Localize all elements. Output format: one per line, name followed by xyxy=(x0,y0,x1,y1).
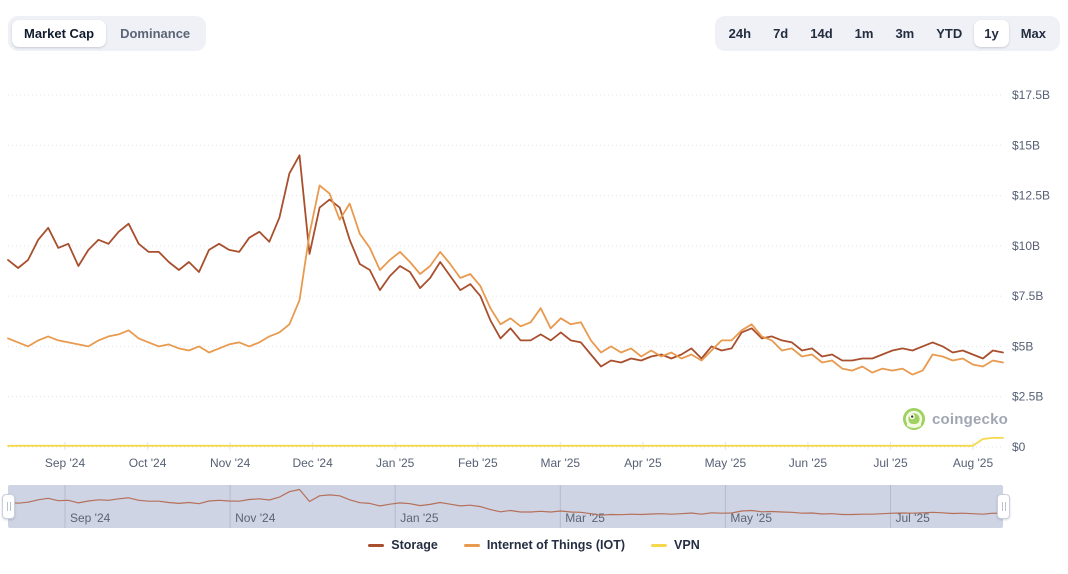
series-line-internet-of-things-iot xyxy=(7,184,1004,376)
legend-item-storage[interactable]: Storage xyxy=(368,538,438,552)
metric-tab-group: Market Cap Dominance xyxy=(8,16,207,51)
range-7d[interactable]: 7d xyxy=(773,26,789,41)
x-axis-label: Apr '25 xyxy=(624,456,662,470)
range-max[interactable]: Max xyxy=(1020,26,1046,41)
x-axis-label: Feb '25 xyxy=(458,456,498,470)
navigator-label: Sep '24 xyxy=(70,511,111,525)
coingecko-gecko-icon xyxy=(903,408,925,430)
navigator-series-line xyxy=(7,488,1004,516)
x-axis-label: Dec '24 xyxy=(292,456,333,470)
chart-legend: Storage Internet of Things (IOT) VPN xyxy=(0,538,1068,552)
range-3m[interactable]: 3m xyxy=(895,26,915,41)
range-14d[interactable]: 14d xyxy=(810,26,833,41)
y-axis-label: $15B xyxy=(1012,138,1040,152)
range-1m[interactable]: 1m xyxy=(854,26,874,41)
legend-label: Storage xyxy=(391,538,438,552)
y-axis-label: $17.5B xyxy=(1012,88,1050,102)
x-axis-label: May '25 xyxy=(705,456,747,470)
legend-label: VPN xyxy=(674,538,700,552)
y-axis-label: $7.5B xyxy=(1012,289,1043,303)
y-axis-label: $5B xyxy=(1012,339,1033,353)
y-axis-label: $0 xyxy=(1012,440,1026,454)
x-axis-label: Sep '24 xyxy=(45,456,86,470)
navigator-left-handle[interactable] xyxy=(2,494,15,519)
legend-swatch-vpn xyxy=(651,543,668,547)
legend-item-internet-of-things-iot[interactable]: Internet of Things (IOT) xyxy=(463,538,626,552)
legend-label: Internet of Things (IOT) xyxy=(486,538,626,552)
tab-market-cap[interactable]: Market Cap xyxy=(12,20,107,47)
series-line-storage xyxy=(7,154,1004,368)
navigator-mini-chart: Sep '24 Nov '24 Jan '25 Mar '25 May '25 Jul '… xyxy=(7,485,1004,528)
x-axis-label: Aug '25 xyxy=(953,456,994,470)
navigator-label: Nov '24 xyxy=(235,511,276,525)
navigator-label: Jan '25 xyxy=(400,511,439,525)
legend-item-vpn[interactable]: VPN xyxy=(651,538,700,552)
watermark-text: coingecko xyxy=(932,410,1008,428)
range-1y[interactable]: 1y xyxy=(974,20,1009,47)
x-axis-label: Mar '25 xyxy=(540,456,580,470)
chart-navigator[interactable]: Sep '24 Nov '24 Jan '25 Mar '25 May '25 Jul '… xyxy=(7,485,1004,528)
legend-swatch-internet-of-things-iot xyxy=(463,543,480,547)
navigator-label: Jul '25 xyxy=(896,511,931,525)
y-axis-label: $2.5B xyxy=(1012,390,1043,404)
market-cap-chart: $17.5B $15B $12.5B $10B $7.5B $5B $2.5B $0 Sep '… xyxy=(7,75,1050,470)
y-axis-label: $12.5B xyxy=(1012,189,1050,203)
x-axis-label: Jan '25 xyxy=(376,456,415,470)
legend-swatch-storage xyxy=(368,543,385,547)
x-axis-label: Nov '24 xyxy=(210,456,251,470)
range-24h[interactable]: 24h xyxy=(728,26,752,41)
x-axis-label: Oct '24 xyxy=(129,456,167,470)
series-line-vpn xyxy=(7,436,1004,447)
range-ytd[interactable]: YTD xyxy=(936,26,963,41)
x-axis-label: Jul '25 xyxy=(873,456,908,470)
coingecko-watermark: coingecko xyxy=(903,408,1008,430)
y-axis-label: $10B xyxy=(1012,239,1040,253)
navigator-right-handle[interactable] xyxy=(997,494,1010,519)
chart-plot-area[interactable] xyxy=(8,75,1003,447)
range-tab-group: 24h 7d 14d 1m 3m YTD 1y Max xyxy=(714,16,1060,51)
navigator-label: May '25 xyxy=(730,511,772,525)
tab-dominance[interactable]: Dominance xyxy=(120,26,191,41)
x-axis-label: Jun '25 xyxy=(789,456,828,470)
